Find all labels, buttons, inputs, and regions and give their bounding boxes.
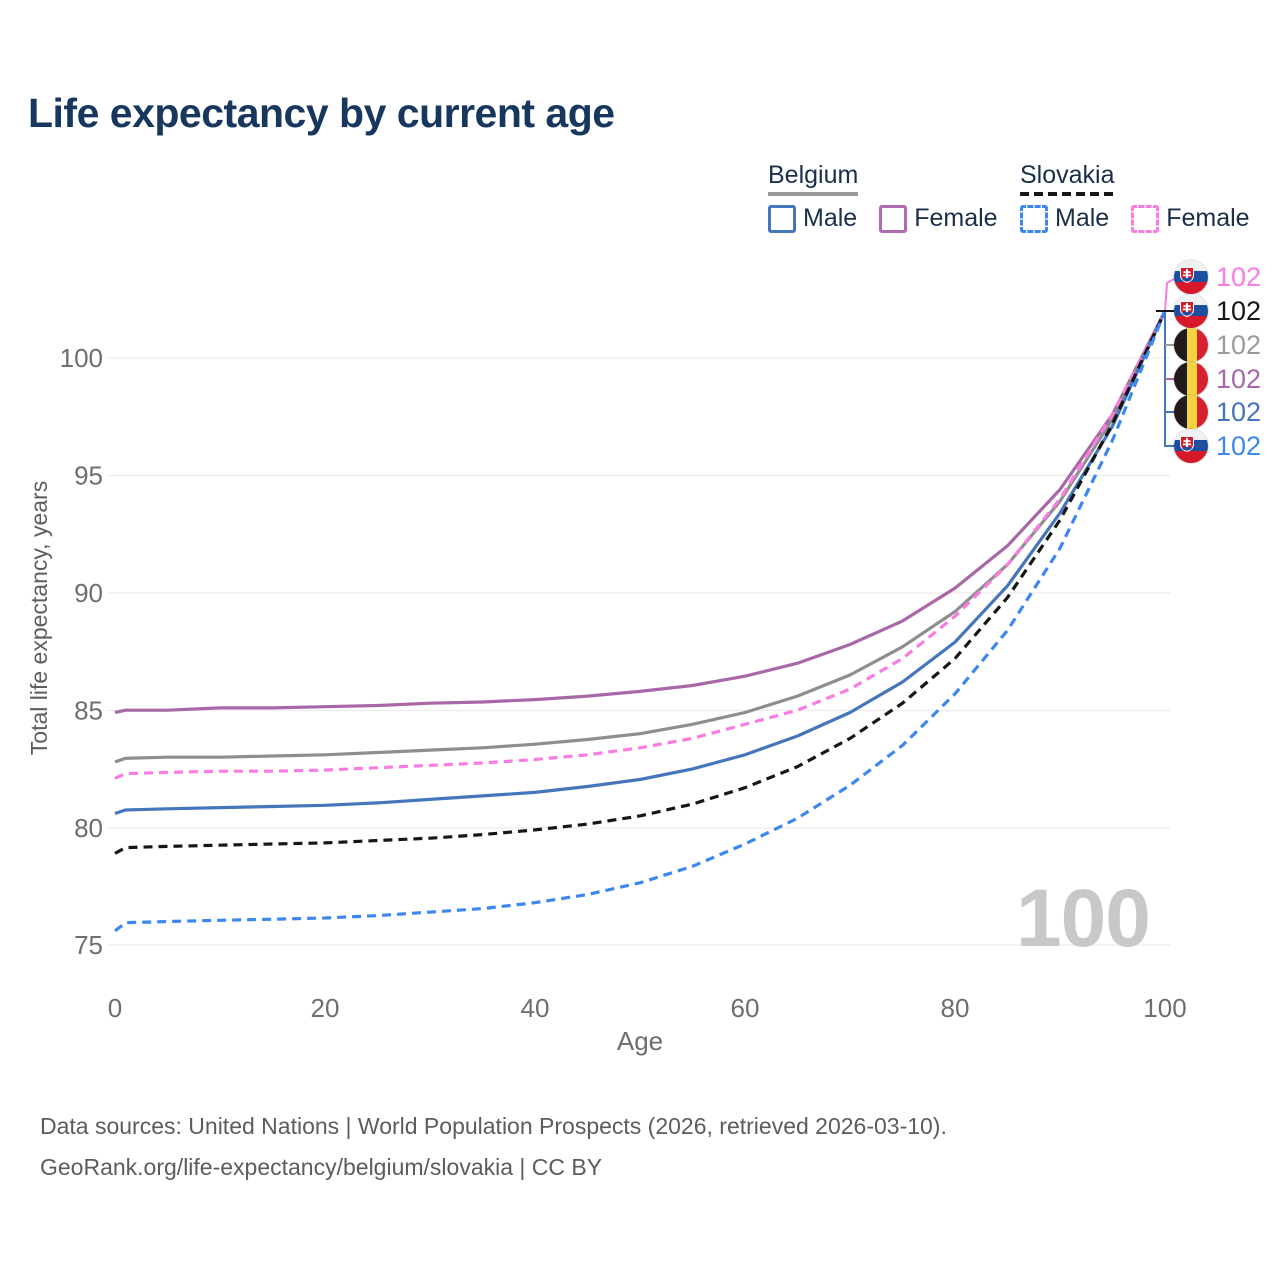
slovakia-emblem-icon: [1180, 301, 1194, 317]
end-value: 102: [1216, 396, 1262, 427]
y-tick-100: 100: [60, 343, 103, 373]
slovakia-emblem-icon: [1180, 267, 1194, 283]
legend-slovakia: Slovakia Male Female: [1020, 162, 1250, 233]
slovakia-flag-icon: [1174, 294, 1208, 328]
end-label-belgium-female: 102: [1174, 362, 1261, 396]
y-axis-ticks: 100 95 90 85 80 75: [60, 343, 103, 960]
end-value: 102: [1216, 430, 1262, 461]
series-line-slovakia-male[interactable]: [114, 310, 1167, 933]
legend-slovakia-female-label[interactable]: Female: [1166, 204, 1250, 232]
footer: Data sources: United Nations | World Pop…: [40, 1106, 947, 1188]
legend-slovakia-female-swatch[interactable]: [1131, 204, 1160, 233]
legend-belgium-male-swatch[interactable]: [768, 204, 796, 233]
end-label-belgium-both: 102: [1174, 328, 1261, 362]
y-tick-85: 85: [74, 696, 103, 726]
slovakia-flag-icon: [1174, 260, 1208, 294]
belgium-flag-icon: [1174, 328, 1208, 362]
legend-belgium-female-label[interactable]: Female: [914, 204, 998, 232]
slovakia-dashed-line-swatch: [1020, 192, 1115, 196]
end-value: 102: [1216, 329, 1262, 360]
x-axis-ticks: 0 20 40 60 80 100: [108, 993, 1187, 1023]
y-tick-80: 80: [74, 813, 103, 843]
data-series-lines: [114, 310, 1167, 933]
x-tick-60: 60: [731, 993, 760, 1023]
legend-belgium-header[interactable]: Belgium: [768, 161, 859, 196]
end-label-leader-lines: [1156, 277, 1177, 447]
leader-slovakia-female: [1164, 277, 1177, 312]
legend-belgium-female-swatch[interactable]: [879, 204, 908, 233]
x-tick-100: 100: [1143, 993, 1186, 1023]
y-tick-75: 75: [74, 930, 103, 960]
slovakia-flag-icon: [1174, 429, 1208, 463]
x-tick-20: 20: [311, 993, 340, 1023]
slovakia-emblem-icon: [1180, 436, 1194, 452]
legend-belgium: Belgium Male Female: [768, 162, 998, 233]
belgium-flag-icon: [1174, 395, 1208, 429]
series-line-slovakia-female[interactable]: [114, 310, 1167, 780]
end-value: 102: [1216, 261, 1262, 292]
belgium-flag-icon: [1174, 362, 1208, 396]
series-line-belgium-female[interactable]: [114, 310, 1167, 715]
legend-belgium-male-label[interactable]: Male: [803, 204, 858, 232]
x-tick-0: 0: [108, 993, 122, 1023]
series-line-slovakia-both[interactable]: [114, 310, 1167, 855]
end-label-belgium-male: 102: [1174, 395, 1261, 429]
end-label-slovakia-both: 102: [1174, 294, 1261, 328]
series-line-belgium-both[interactable]: [114, 310, 1167, 764]
y-tick-95: 95: [74, 461, 103, 491]
x-tick-80: 80: [941, 993, 970, 1023]
end-value: 102: [1216, 295, 1262, 326]
leader-bracket: [1164, 313, 1176, 447]
x-tick-40: 40: [521, 993, 550, 1023]
footer-data-sources: Data sources: United Nations | World Pop…: [40, 1113, 947, 1139]
legend-slovakia-male-label[interactable]: Male: [1055, 204, 1110, 232]
gridlines: [107, 357, 1170, 946]
footer-attribution: GeoRank.org/life-expectancy/belgium/slov…: [40, 1154, 603, 1180]
page-title: Life expectancy by current age: [28, 90, 615, 136]
legend-slovakia-male-swatch[interactable]: [1020, 204, 1048, 233]
end-label-slovakia-female: 102: [1174, 260, 1261, 294]
end-value: 102: [1216, 363, 1262, 394]
legend-belgium-label: Belgium: [768, 161, 859, 189]
y-tick-90: 90: [74, 578, 103, 608]
legend-slovakia-label: Slovakia: [1020, 161, 1115, 189]
series-line-belgium-male[interactable]: [114, 310, 1167, 816]
x-axis-label: Age: [617, 1026, 663, 1056]
belgium-solid-line-swatch: [768, 192, 859, 196]
y-axis-label: Total life expectancy, years: [26, 481, 52, 755]
legend-slovakia-header[interactable]: Slovakia: [1020, 162, 1115, 196]
age-counter-watermark: 100: [1016, 873, 1151, 964]
end-label-slovakia-male: 102: [1174, 429, 1261, 463]
